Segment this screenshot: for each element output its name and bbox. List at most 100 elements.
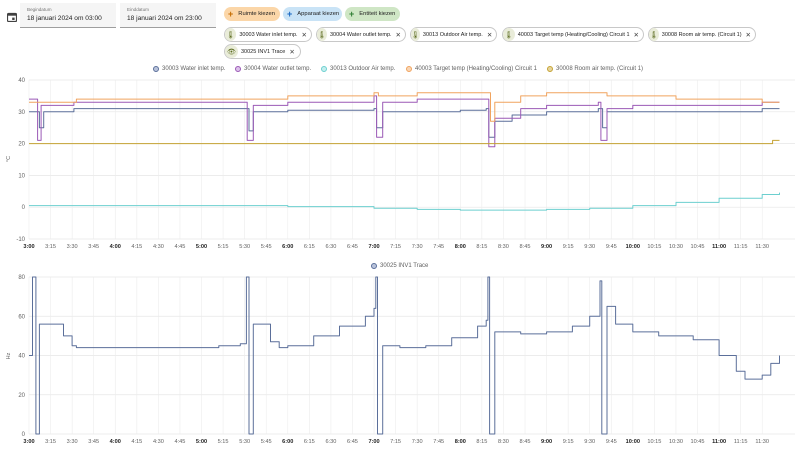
x-tick-label: 10:15 [647,244,661,250]
x-tick-label: 8:15 [476,244,487,250]
legend-label: 40003 Target temp (Heating/Cooling) Circ… [415,66,537,72]
x-tick-label: 4:15 [131,244,142,250]
x-tick-label: 5:00 [196,439,207,445]
legend-item[interactable]: 40003 Target temp (Heating/Cooling) Circ… [406,66,537,72]
x-tick-label: 11:15 [734,439,748,445]
y-tick-label: 60 [18,314,25,320]
end-date-field[interactable]: Einddatum 18 januari 2024 om 23:00 [120,3,216,28]
x-tick-label: 5:15 [218,244,229,250]
x-tick-label: 7:15 [390,439,401,445]
x-tick-label: 6:00 [282,244,293,250]
legend-dot [153,66,159,72]
end-date-label: Einddatum [127,7,149,12]
y-tick-label: 0 [22,205,26,211]
x-tick-label: 9:30 [584,439,595,445]
legend-dot [321,66,327,72]
entity-chip-label: 30008 Room air temp. (Circuit 1) [661,31,742,38]
x-tick-label: 10:45 [691,244,705,250]
y-tick-label: -10 [16,237,25,243]
choose-device-button[interactable]: + Apparaat kiezen [283,7,342,21]
x-tick-label: 4:30 [153,244,164,250]
choose-entity-button[interactable]: + Entiteit kiezen [345,7,400,21]
legend-item[interactable]: 30008 Room air temp. (Circuit 1) [547,66,643,72]
x-tick-label: 7:45 [433,439,444,445]
thermometer-icon: 🌡 [317,28,327,41]
x-tick-label: 7:15 [390,244,401,250]
plus-icon: + [287,8,293,19]
entity-chip[interactable]: 🌡 30003 Water inlet temp. ✕ [224,27,312,42]
x-tick-label: 6:45 [347,244,358,250]
x-tick-label: 10:45 [691,439,705,445]
legend-item[interactable]: 30013 Outdoor Air temp. [321,66,395,72]
x-tick-label: 6:15 [304,244,315,250]
series-line [29,108,780,138]
x-tick-label: 3:45 [88,439,99,445]
entity-chip[interactable]: 🌡 30013 Outdoor Air temp. ✕ [410,27,497,42]
close-icon[interactable]: ✕ [633,31,639,39]
y-axis-unit: °C [6,156,12,162]
entity-chip[interactable]: 🌡 30008 Room air temp. (Circuit 1) ✕ [648,27,756,42]
legend-label: 30003 Water inlet temp. [162,66,226,72]
y-tick-label: 40 [18,354,25,360]
y-tick-label: 40 [18,78,25,84]
start-date-label: Begindatum [27,7,52,12]
entity-chip-label: 30004 Water outlet temp. [329,31,392,38]
series-line [29,276,780,435]
x-tick-label: 10:30 [669,244,683,250]
legend-item[interactable]: 30004 Water outlet temp. [235,66,311,72]
x-tick-label: 5:30 [239,244,250,250]
x-tick-label: 5:00 [196,244,207,250]
y-tick-label: 20 [18,142,25,148]
entity-chip[interactable]: 👁 30025 INV1 Trace ✕ [224,44,301,59]
x-tick-label: 3:00 [23,439,34,445]
close-icon[interactable]: ✕ [289,48,295,56]
x-tick-label: 10:00 [626,244,640,250]
thermometer-icon: 🌡 [503,28,515,41]
choose-entity-label: Entiteit kiezen [359,11,396,17]
x-tick-label: 7:00 [368,244,379,250]
close-icon[interactable]: ✕ [301,31,307,39]
plus-icon: + [228,8,234,19]
legend-item[interactable]: 30025 INV1 Trace [371,263,428,269]
x-tick-label: 5:45 [261,244,272,250]
choose-area-label: Ruimte kiezen [238,11,275,17]
x-tick-label: 9:15 [563,244,574,250]
x-tick-label: 6:30 [325,439,336,445]
legend-dot [406,66,412,72]
x-tick-label: 4:00 [110,244,121,250]
x-tick-label: 3:30 [67,439,78,445]
y-tick-label: 20 [18,393,25,399]
choose-area-button[interactable]: + Ruimte kiezen [224,7,280,21]
legend-item[interactable]: 30003 Water inlet temp. [153,66,225,72]
x-tick-label: 6:00 [282,439,293,445]
legend-label: 30004 Water outlet temp. [244,66,312,72]
entity-chip[interactable]: 🌡 30004 Water outlet temp. ✕ [316,27,406,42]
x-tick-label: 7:30 [412,244,423,250]
x-tick-label: 5:15 [218,439,229,445]
x-tick-label: 4:45 [175,439,186,445]
x-tick-label: 9:45 [606,439,617,445]
x-tick-label: 3:30 [67,244,78,250]
x-tick-label: 4:30 [153,439,164,445]
legend-dot [547,66,553,72]
x-tick-label: 8:15 [476,439,487,445]
legend-label: 30013 Outdoor Air temp. [330,66,396,72]
thermometer-icon: 🌡 [225,28,237,41]
x-tick-label: 8:30 [498,244,509,250]
x-tick-label: 8:00 [455,244,466,250]
calendar-icon[interactable] [6,9,18,23]
close-icon[interactable]: ✕ [395,31,401,39]
legend-label: 30008 Room air temp. (Circuit 1) [556,66,644,72]
x-tick-label: 9:30 [584,244,595,250]
series-line [29,95,780,148]
x-tick-label: 8:45 [520,244,531,250]
start-date-field[interactable]: Begindatum 18 januari 2024 om 03:00 [20,3,116,28]
close-icon[interactable]: ✕ [486,31,493,39]
close-icon[interactable]: ✕ [745,31,751,39]
x-tick-label: 7:45 [433,244,444,250]
plus-icon: + [349,8,355,19]
x-tick-label: 6:45 [347,439,358,445]
x-tick-label: 5:45 [261,439,272,445]
entity-chip[interactable]: 🌡 40003 Target temp (Heating/Cooling) Ci… [502,27,644,42]
